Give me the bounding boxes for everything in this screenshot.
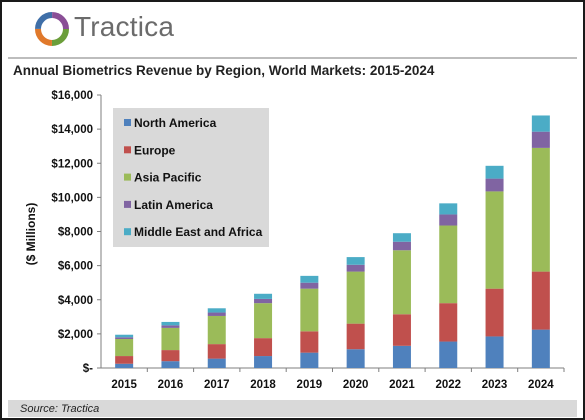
bar-segment: [531, 115, 550, 132]
bar-segment: [161, 321, 180, 326]
bar-segment: [531, 131, 550, 148]
bar-segment: [300, 288, 319, 332]
bar-segment: [254, 303, 273, 339]
bar-segment: [300, 352, 319, 368]
bar-segment: [115, 337, 134, 339]
bar-segment: [300, 275, 319, 283]
x-tick-label: 2020: [343, 379, 369, 391]
bar-segment: [485, 288, 504, 337]
bar-segment: [115, 363, 134, 368]
bar-segment: [485, 191, 504, 289]
bar-segment: [439, 303, 458, 342]
x-tick-label: 2021: [389, 379, 415, 391]
x-tick-label: 2019: [297, 379, 323, 391]
bar-segment: [254, 356, 273, 368]
bar-segment: [439, 341, 458, 368]
bar-segment: [346, 264, 365, 272]
bar-segment: [439, 203, 458, 215]
legend-swatch: [124, 173, 131, 181]
bar-segment: [300, 331, 319, 353]
header: Tractica: [2, 2, 583, 54]
y-tick-label: $2,000: [58, 329, 93, 341]
bar-segment: [115, 334, 134, 338]
bar-segment: [392, 241, 411, 251]
bar-segment: [392, 233, 411, 242]
legend-box: [113, 108, 269, 247]
legend-label: Middle East and Africa: [134, 225, 263, 239]
bar-segment: [254, 293, 273, 299]
bar-segment: [485, 178, 504, 192]
bar-segment: [300, 282, 319, 289]
bar-segment: [439, 225, 458, 304]
legend-swatch: [124, 200, 131, 208]
tractica-logo-icon: [35, 12, 69, 51]
y-tick-label: $8,000: [58, 227, 93, 239]
x-tick-label: 2022: [435, 379, 461, 391]
bar-segment: [254, 338, 273, 357]
x-tick-label: 2016: [158, 379, 184, 391]
chart-title: Annual Biometrics Revenue by Region, Wor…: [13, 63, 435, 78]
y-tick-label: $14,000: [51, 124, 93, 136]
bar-segment: [161, 325, 180, 328]
y-axis-title: ($ Millions): [24, 203, 38, 266]
legend: North America Europe Asia Pacific Latin Ame…: [113, 108, 269, 247]
x-tick-label: 2023: [482, 379, 508, 391]
bar-segment: [207, 315, 226, 345]
y-tick-label: $12,000: [51, 158, 93, 170]
bar-segment: [161, 350, 180, 362]
bar-segment: [392, 345, 411, 368]
legend-label: North America: [134, 116, 217, 130]
bar-segment: [439, 214, 458, 226]
bar-segment: [485, 165, 504, 179]
bar-segment: [531, 147, 550, 272]
y-tick-label: $4,000: [58, 295, 93, 307]
y-tick-label: $-: [83, 363, 93, 375]
bar-segment: [115, 356, 134, 364]
bar-segment: [392, 314, 411, 346]
chart-plot: $- $2,000 $4,000 $6,000 $8,000 $10,000 $12,000…: [24, 90, 565, 391]
x-tick-label: 2024: [528, 379, 554, 391]
brand-name: Tractica: [74, 11, 175, 42]
bar-segment: [346, 349, 365, 368]
bar-segment: [346, 271, 365, 324]
bar-segment: [254, 298, 273, 304]
bar-segment: [207, 312, 226, 316]
source-note: Source: Tractica: [20, 403, 100, 415]
source-bar: [8, 400, 577, 417]
legend-swatch: [124, 228, 131, 236]
bar-segment: [531, 271, 550, 330]
y-tick-label: $6,000: [58, 261, 93, 273]
bar-segment: [207, 358, 226, 368]
bar-segment: [531, 329, 550, 368]
bar-segment: [161, 327, 180, 351]
legend-swatch: [124, 146, 131, 154]
bar-segment: [115, 338, 134, 357]
bar-segment: [485, 336, 504, 368]
legend-label: Latin America: [134, 198, 213, 212]
y-tick-label: $10,000: [51, 192, 93, 204]
bar-segment: [392, 250, 411, 315]
y-tick-label: $16,000: [51, 90, 93, 102]
legend-label: Europe: [134, 143, 176, 157]
bar-segment: [207, 308, 226, 313]
bar-segment: [207, 344, 226, 359]
x-tick-label: 2017: [204, 379, 230, 391]
x-tick-label: 2018: [250, 379, 276, 391]
bar-segment: [346, 323, 365, 350]
x-tick-label: 2015: [111, 379, 137, 391]
title-bar: [8, 57, 577, 85]
bar-segment: [346, 257, 365, 265]
bar-segment: [161, 361, 180, 368]
legend-label: Asia Pacific: [134, 171, 202, 185]
bars: [115, 115, 550, 368]
legend-swatch: [124, 119, 131, 126]
